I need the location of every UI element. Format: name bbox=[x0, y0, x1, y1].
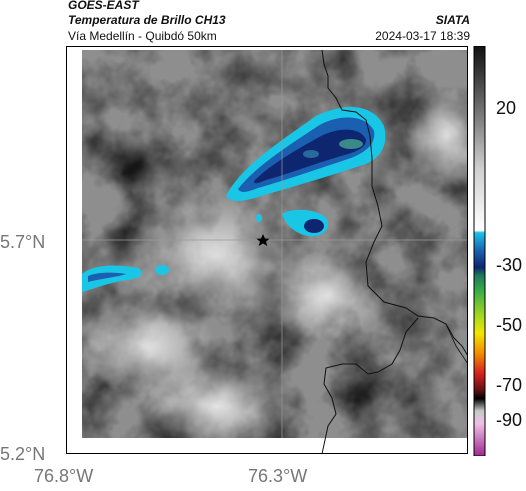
colorbar bbox=[473, 46, 486, 456]
lon-tick-label: 76.3°W bbox=[248, 466, 308, 486]
datetime-label: 2024-03-17 18:39 bbox=[375, 29, 470, 43]
lat-tick-label: 5.2°N bbox=[0, 444, 46, 464]
colorbar-tick-label: -30 bbox=[496, 255, 523, 275]
colorbar-tick-label: -70 bbox=[496, 375, 523, 395]
organization-label: SIATA bbox=[435, 13, 470, 27]
satellite-map bbox=[66, 46, 468, 454]
product-title: Temperatura de Brillo CH13 bbox=[68, 13, 226, 27]
star-icon bbox=[256, 234, 270, 246]
border-line bbox=[321, 49, 468, 357]
lat-tick-label: 5.7°N bbox=[0, 232, 46, 252]
region-label: Vía Medellín - Quibdó 50km bbox=[68, 29, 217, 43]
satellite-name: GOES-EAST bbox=[68, 0, 139, 12]
border-line bbox=[321, 317, 419, 454]
lon-tick-label: 76.8°W bbox=[34, 466, 94, 486]
colorbar-tick-label: 20 bbox=[496, 98, 517, 118]
colorbar-tick-label: -50 bbox=[496, 315, 523, 335]
convective-cloud-cluster bbox=[82, 106, 386, 292]
colorbar-tick-label: -90 bbox=[496, 410, 523, 430]
